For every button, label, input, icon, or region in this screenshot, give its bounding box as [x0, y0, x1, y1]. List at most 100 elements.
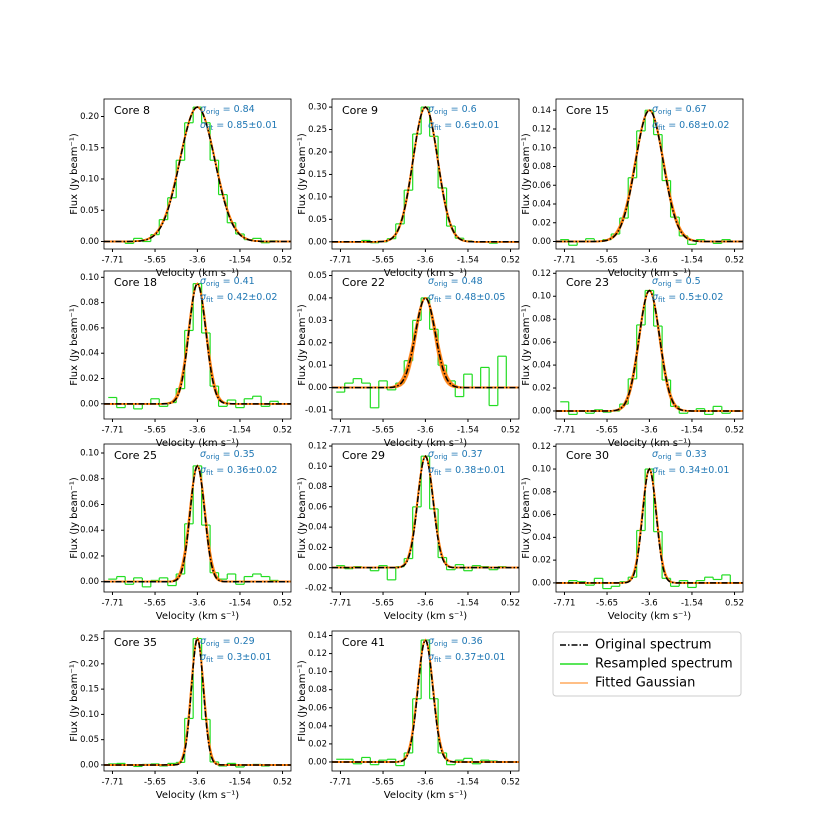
sigma-value: 0.67	[686, 104, 707, 115]
sigma-value: 0.6	[462, 104, 477, 115]
y-tick-label: 0.02	[532, 384, 551, 394]
original-spectrum	[332, 106, 519, 243]
x-tick-label: 0.52	[501, 256, 520, 266]
sigma-subscript: orig	[206, 640, 220, 648]
legend-label: Resampled spectrum	[595, 657, 733, 672]
sigma-value: 0.33	[686, 449, 707, 460]
sigma-symbol: σ	[200, 120, 207, 131]
sigma-annotation: σfit = 0.48±0.05	[428, 292, 505, 305]
y-tick-label: 0.10	[532, 292, 551, 302]
equals: =	[444, 292, 452, 303]
y-axis-label: Flux (Jy beam⁻¹)	[297, 477, 308, 559]
frame	[555, 443, 744, 593]
plot-area	[104, 282, 291, 410]
y-tick-label: 0.10	[532, 465, 551, 475]
sigma-annotation: σfit = 0.3±0.01	[200, 652, 271, 665]
sigma-value: ±	[248, 120, 256, 131]
original-spectrum	[332, 455, 519, 569]
sigma-value: 0.6	[455, 120, 470, 131]
y-tick-label: 0.10	[80, 710, 99, 720]
x-tick-label: -7.71	[553, 256, 575, 266]
x-tick-label: -5.65	[372, 256, 394, 266]
x-tick-label: -1.54	[229, 426, 251, 436]
y-tick-label: 0.12	[532, 125, 551, 135]
panel: -7.71 -5.65 -3.6 -1.54 0.52 0.00 0.02 0.04 0.06 0…	[69, 270, 292, 449]
y-tick-label: 0.04	[532, 200, 551, 210]
sigma-value: 0.01	[478, 120, 499, 131]
x-tick-label: 0.52	[273, 599, 292, 609]
fitted-gaussian	[332, 297, 519, 389]
y-tick-label: 0.05	[80, 735, 99, 745]
frame	[555, 98, 744, 250]
x-tick-label: -5.65	[372, 778, 394, 788]
x-tick-label: -3.6	[641, 256, 658, 266]
sigma-subscript: fit	[434, 656, 441, 664]
original-spectrum	[556, 289, 743, 412]
y-tick-label: 0.14	[308, 631, 327, 641]
sigma-value: 0.48	[462, 276, 483, 287]
sigma-subscript: fit	[434, 124, 441, 132]
plot-area	[332, 106, 519, 244]
x-tick-label: -7.71	[329, 426, 351, 436]
y-tick-label: 0.02	[532, 218, 551, 228]
x-axis-label: Velocity (km s⁻¹)	[384, 268, 468, 279]
sigma-annotation: σfit = 0.34±0.01	[652, 465, 729, 478]
sigma-value: ±	[470, 120, 478, 131]
x-tick-label: -3.6	[417, 599, 434, 609]
x-tick-label: -7.71	[553, 426, 575, 436]
y-tick-label: 0.04	[308, 721, 327, 731]
y-tick-label: 0.08	[532, 162, 551, 172]
sigma-symbol: σ	[652, 465, 659, 476]
equals: =	[223, 104, 231, 115]
panel-title: Core 30	[566, 449, 609, 462]
sigma-value: 0.01	[256, 120, 277, 131]
sigma-annotation: σorig = 0.5	[652, 276, 701, 289]
x-axis-label: Velocity (km s⁻¹)	[156, 611, 240, 622]
fitted-gaussian	[556, 289, 743, 412]
sigma-subscript: fit	[434, 296, 441, 304]
sigma-annotation: σorig = 0.33	[652, 449, 707, 462]
x-tick-label: 0.52	[273, 778, 292, 788]
y-tick-label: 0.15	[80, 685, 99, 695]
y-tick-label: -0.02	[305, 583, 327, 593]
x-axis-label: Velocity (km s⁻¹)	[384, 790, 468, 801]
y-tick-label: 0.25	[80, 634, 99, 644]
fitted-gaussian	[556, 289, 743, 412]
fitted-gaussian	[104, 464, 291, 583]
frame	[331, 443, 520, 593]
y-tick-label: 0.08	[532, 315, 551, 325]
y-tick-label: 0.05	[308, 215, 327, 225]
sigma-value: 0.5	[679, 292, 694, 303]
sigma-symbol: σ	[652, 276, 659, 287]
sigma-annotation: σorig = 0.35	[200, 449, 255, 462]
sigma-symbol: σ	[200, 652, 207, 663]
sigma-annotation: σorig = 0.67	[652, 104, 707, 117]
y-axis-label: Flux (Jy beam⁻¹)	[69, 660, 80, 742]
sigma-value: 0.02	[702, 292, 723, 303]
x-tick-label: -7.71	[101, 256, 123, 266]
frame	[331, 630, 520, 772]
y-tick-label: 0.06	[308, 502, 327, 512]
x-tick-label: -7.71	[101, 426, 123, 436]
x-tick-label: -3.6	[189, 426, 206, 436]
fitted-gaussian	[556, 467, 743, 584]
x-tick-label: 0.52	[725, 426, 744, 436]
sigma-value: 0.35	[234, 449, 255, 460]
sigma-value: ±	[700, 465, 708, 476]
panel-title: Core 9	[342, 104, 378, 117]
equals: =	[216, 652, 224, 663]
sigma-subscript: orig	[434, 108, 448, 116]
sigma-value: 0.02	[708, 120, 729, 131]
plot-area	[332, 454, 519, 581]
sigma-symbol: σ	[200, 104, 207, 115]
original-spectrum	[104, 464, 291, 583]
fitted-gaussian	[104, 464, 291, 583]
sigma-symbol: σ	[200, 636, 207, 647]
x-tick-label: 0.52	[273, 256, 292, 266]
y-tick-label: 0.12	[532, 442, 551, 452]
sigma-symbol: σ	[652, 292, 659, 303]
x-tick-label: -1.54	[457, 599, 479, 609]
sigma-value: 0.38	[455, 465, 476, 476]
equals: =	[668, 465, 676, 476]
fitted-gaussian	[332, 297, 519, 389]
